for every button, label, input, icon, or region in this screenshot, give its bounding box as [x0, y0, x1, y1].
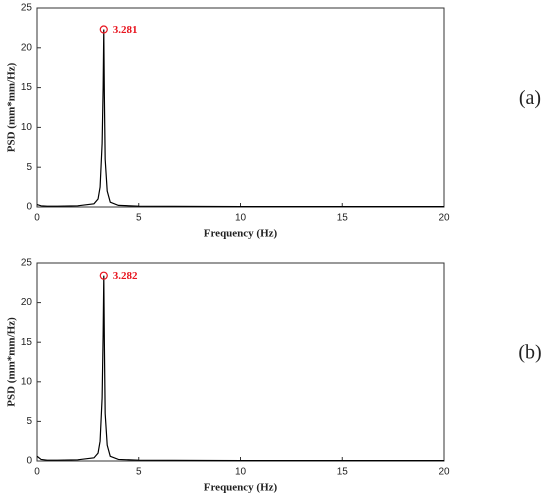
peak-label: 3.281 [113, 24, 138, 36]
panel-label: (b) [518, 342, 541, 364]
x-tick-label: 20 [438, 213, 450, 224]
y-tick-label: 15 [21, 337, 33, 348]
psd-line [36, 275, 444, 462]
y-tick-label: 5 [26, 416, 32, 427]
y-tick-label: 10 [21, 122, 33, 133]
x-tick-label: 0 [34, 467, 40, 478]
panel-label: (a) [519, 87, 541, 109]
psd-line [36, 29, 444, 208]
x-axis-label: Frequency (Hz) [204, 482, 278, 494]
x-tick-label: 5 [136, 213, 142, 224]
y-tick-label: 0 [26, 202, 32, 213]
y-tick-label: 5 [26, 162, 32, 173]
x-axis-label: Frequency (Hz) [204, 228, 278, 240]
plot-frame [36, 7, 445, 208]
peak-label: 3.282 [113, 270, 138, 282]
x-tick-label: 5 [136, 467, 142, 478]
x-tick-label: 0 [34, 213, 40, 224]
x-tick-label: 20 [438, 467, 450, 478]
y-tick-label: 0 [26, 456, 32, 467]
y-tick-label: 20 [21, 297, 33, 308]
x-tick-label: 10 [235, 213, 247, 224]
y-tick-label: 25 [21, 3, 33, 14]
x-tick-label: 15 [337, 213, 349, 224]
peak-marker [99, 25, 108, 34]
y-tick-label: 25 [21, 258, 33, 269]
peak-marker [99, 271, 108, 280]
y-axis-label: PSD (mm*mm/Hz) [6, 317, 18, 407]
y-tick-label: 15 [21, 82, 33, 93]
x-tick-label: 10 [235, 467, 247, 478]
y-tick-label: 20 [21, 42, 33, 53]
x-tick-label: 15 [337, 467, 349, 478]
y-axis-label: PSD (mm*mm/Hz) [6, 62, 18, 152]
y-tick-label: 10 [21, 376, 33, 387]
plot-frame [36, 262, 445, 462]
